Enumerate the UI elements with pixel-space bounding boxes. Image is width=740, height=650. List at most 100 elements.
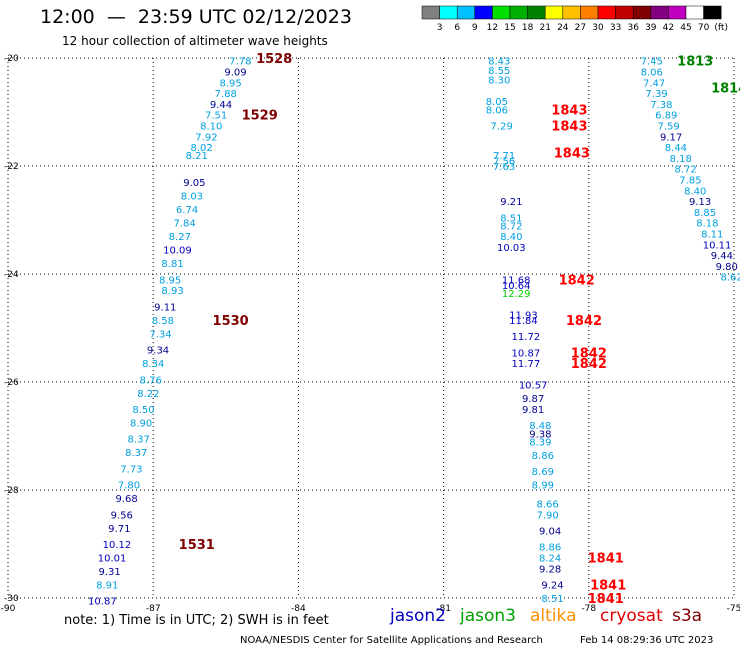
scale-label: 45 xyxy=(680,23,691,33)
y-tick-label: -24 xyxy=(4,270,19,280)
data-point-label: 10.11 xyxy=(703,240,732,251)
scale-label: 39 xyxy=(645,23,657,33)
data-point-label: 6.89 xyxy=(655,111,677,122)
data-point-label: 7.38 xyxy=(650,100,672,111)
legend-cryosat: cryosat xyxy=(600,606,663,626)
data-point-label: 8.95 xyxy=(159,275,181,286)
legend-jason3: jason3 xyxy=(460,606,516,626)
data-point-label: 11.72 xyxy=(512,332,541,343)
x-tick-label: -87 xyxy=(146,604,161,614)
data-point-label: 8.44 xyxy=(665,143,687,154)
data-point-label: 7.92 xyxy=(195,132,217,143)
data-point-label: 8.27 xyxy=(169,232,191,243)
data-point-label: 7.56 xyxy=(493,157,515,168)
data-point-label: 8.30 xyxy=(488,76,510,87)
data-point-label: 7.80 xyxy=(118,481,140,492)
legend-altika: altika xyxy=(530,606,577,626)
scale-label: 3 xyxy=(437,23,443,33)
data-point-label: 8.39 xyxy=(529,437,551,448)
data-point-label: 8.40 xyxy=(500,232,522,243)
data-point-label: 8.51 xyxy=(541,594,563,605)
data-point-label: 8.18 xyxy=(696,219,718,230)
legend-s3a: s3a xyxy=(672,606,703,626)
pass-time-label: 1842 xyxy=(559,273,595,288)
data-point-label: 7.71 xyxy=(493,151,515,162)
pass-time-label: 1842 xyxy=(566,314,602,329)
data-point-label: 8.43 xyxy=(488,57,510,68)
data-point-label: 8.95 xyxy=(220,78,242,89)
data-point-label: 7.51 xyxy=(205,111,227,122)
data-point-label: 8.66 xyxy=(537,500,559,511)
pass-time-label: 1842 xyxy=(571,357,607,372)
scale-label: 18 xyxy=(522,23,534,33)
data-point-label: 9.44 xyxy=(210,100,232,111)
data-point-label: 8.55 xyxy=(488,66,510,77)
data-point-label: 9.05 xyxy=(183,178,205,189)
data-point-label: 8.34 xyxy=(142,359,164,370)
data-point-label: 8.72 xyxy=(500,221,522,232)
data-point-label: 8.22 xyxy=(137,389,159,400)
data-point-label: 11.84 xyxy=(509,316,538,327)
data-point-label: 8.37 xyxy=(128,435,150,446)
scale-label: 6 xyxy=(454,23,460,33)
data-point-label: 9.04 xyxy=(539,527,561,538)
pass-time-label: 1531 xyxy=(179,538,215,553)
scale-label: 70 xyxy=(698,23,710,33)
pass-time-label: 1530 xyxy=(213,314,249,329)
x-tick-label: -90 xyxy=(1,604,16,614)
x-tick-label: -81 xyxy=(436,604,451,614)
data-point-label: 8.91 xyxy=(96,581,118,592)
data-point-label: 9.31 xyxy=(99,567,121,578)
data-point-label: 7.47 xyxy=(643,78,665,89)
data-point-label: 10.09 xyxy=(163,246,192,257)
data-point-label: 12.29 xyxy=(502,289,531,300)
data-point-label: 8.05 xyxy=(486,97,508,108)
pass-time-label: 1842 xyxy=(571,346,607,361)
pass-time-label: 1843 xyxy=(551,120,587,135)
data-point-label: 10.12 xyxy=(103,540,132,551)
data-point-label: 8.76 xyxy=(140,375,162,386)
data-point-label: 10.01 xyxy=(98,554,127,565)
data-point-label: 9.44 xyxy=(711,251,733,262)
data-point-label: 9.21 xyxy=(500,197,522,208)
y-tick-label: -28 xyxy=(4,486,19,496)
data-point-label: 8.18 xyxy=(670,154,692,165)
data-point-label: 8.90 xyxy=(130,419,152,430)
scale-label: 42 xyxy=(663,23,674,33)
x-tick-label: -75 xyxy=(727,604,740,614)
data-point-label: 8.81 xyxy=(161,259,183,270)
data-point-label: 8.24 xyxy=(539,554,561,565)
y-tick-label: -22 xyxy=(4,162,19,172)
data-point-label: 10.03 xyxy=(497,243,526,254)
data-point-label: 9.17 xyxy=(660,132,682,143)
data-point-label: 8.40 xyxy=(684,186,706,197)
scale-swatch xyxy=(703,5,722,20)
data-point-label: 9.81 xyxy=(522,405,544,416)
pass-time-label: 1843 xyxy=(554,147,590,162)
data-point-label: 8.02 xyxy=(190,143,212,154)
data-point-label: 8.37 xyxy=(125,448,147,459)
data-point-label: 7.88 xyxy=(215,89,237,100)
data-point-label: 7.34 xyxy=(149,329,171,340)
data-point-label: 7.73 xyxy=(120,464,142,475)
data-point-label: 7.90 xyxy=(537,510,559,521)
scale-label: 33 xyxy=(610,23,621,33)
data-point-label: 8.86 xyxy=(539,543,561,554)
data-point-label: 11.93 xyxy=(509,311,538,322)
data-point-label: 9.56 xyxy=(111,510,133,521)
data-point-label: 10.87 xyxy=(512,348,541,359)
data-point-label: 10.57 xyxy=(519,381,548,392)
scale-label: 21 xyxy=(539,23,550,33)
y-tick-label: -26 xyxy=(4,378,19,388)
data-point-label: 7.59 xyxy=(658,122,680,133)
data-point-label: 8.48 xyxy=(529,421,551,432)
data-point-label: 10.64 xyxy=(502,281,531,292)
data-point-label: 8.85 xyxy=(694,208,716,219)
data-point-label: 8.03 xyxy=(181,192,203,203)
data-point-label: 8.06 xyxy=(486,105,508,116)
data-point-label: 8.99 xyxy=(532,481,554,492)
data-point-label: 8.11 xyxy=(701,230,723,241)
data-point-label: 8.69 xyxy=(532,467,554,478)
pass-time-label: 1841 xyxy=(588,592,624,607)
